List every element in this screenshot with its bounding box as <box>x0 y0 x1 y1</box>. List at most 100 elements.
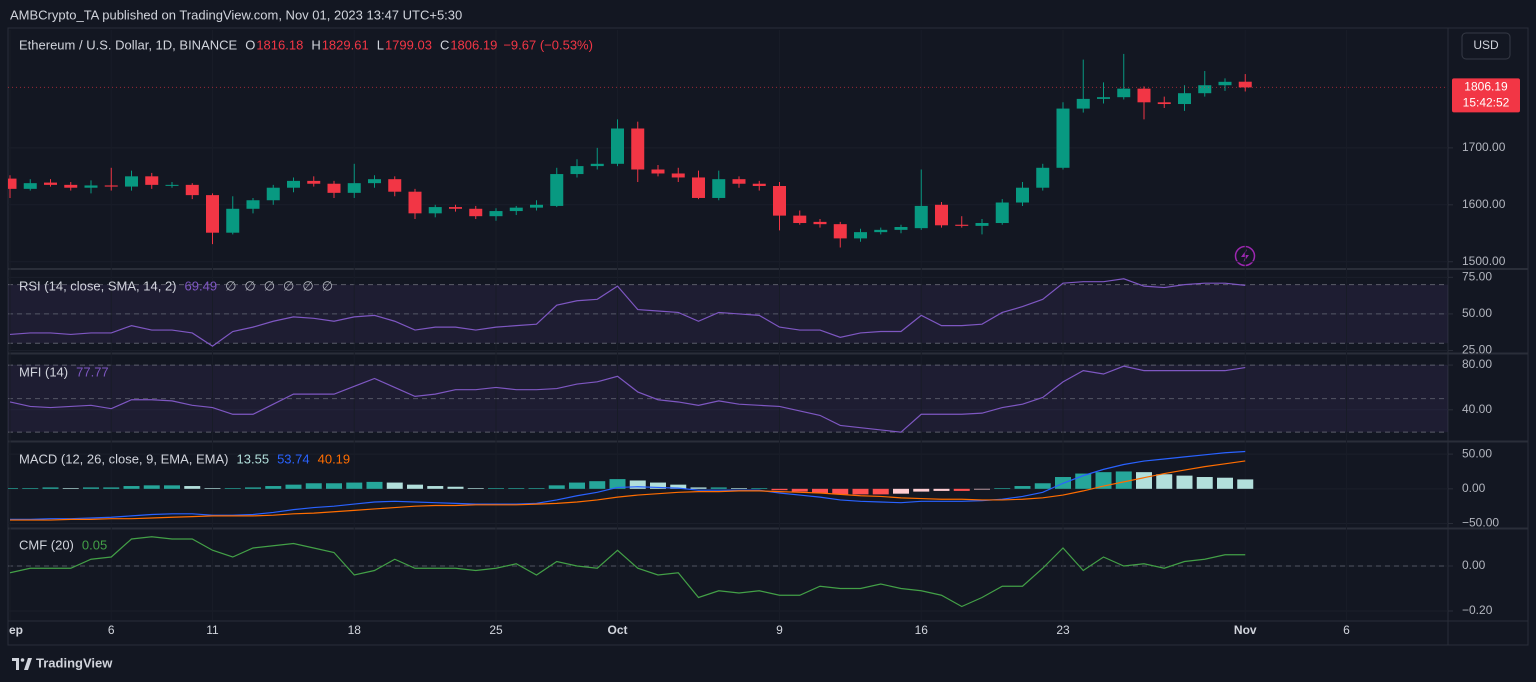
histogram-bar <box>589 481 606 489</box>
candle-body <box>469 208 483 217</box>
histogram-bar <box>1115 471 1132 489</box>
histogram-bar <box>164 485 180 489</box>
candle-body <box>692 177 705 198</box>
tradingview-logo <box>12 658 32 670</box>
histogram-bar <box>488 488 504 489</box>
ohlc-value: 1829.61 <box>322 37 369 52</box>
histogram-bar <box>366 481 383 489</box>
candle-body <box>206 195 219 233</box>
series-title: Ethereum / U.S. Dollar, 1D, BINANCE <box>19 37 238 52</box>
candle-body <box>854 232 867 239</box>
histogram-bar <box>245 487 261 489</box>
price-tag <box>1452 78 1520 113</box>
histogram-bar <box>143 485 160 489</box>
indicator-placeholder: ∅ <box>322 278 333 293</box>
indicator-value: 0.05 <box>82 537 107 552</box>
histogram-bar <box>953 488 970 491</box>
candle-body <box>590 163 604 167</box>
histogram-bar <box>1156 474 1173 489</box>
indicator-placeholder: ∅ <box>264 278 275 293</box>
candle-body <box>287 180 300 188</box>
histogram-bar <box>508 488 525 489</box>
indicator-value: 40.19 <box>318 451 351 466</box>
candle-body <box>712 179 726 198</box>
ohlc-value: 1806.19 <box>450 37 497 52</box>
histogram-bar <box>1237 479 1254 489</box>
histogram-bar <box>1014 486 1031 489</box>
histogram-bar <box>184 486 201 489</box>
candle-body <box>1157 102 1171 105</box>
histogram-bar <box>305 483 322 489</box>
histogram-bar <box>994 488 1011 489</box>
currency-label[interactable]: USD <box>1473 38 1499 52</box>
ohlc-key: L <box>377 37 384 52</box>
x-tick-label: Oct <box>607 623 627 637</box>
candle-body <box>1076 98 1090 109</box>
macd-line <box>10 450 1246 520</box>
candle-body <box>1056 108 1070 168</box>
histogram-bar <box>1136 472 1152 489</box>
footer-brand: TradingView <box>36 655 113 670</box>
candle-body <box>894 227 908 230</box>
change-value: −9.67 (−0.53%) <box>503 37 593 52</box>
candle-body <box>489 211 503 217</box>
candle-body <box>165 184 179 186</box>
x-tick-label: 6 <box>108 623 115 637</box>
histogram-bar <box>204 488 221 489</box>
candle-body <box>813 221 827 225</box>
y-tick-label: 80.00 <box>1462 357 1492 371</box>
indicator-title: RSI (14, close, SMA, 14, 2) <box>19 278 177 293</box>
indicator-placeholder: ∅ <box>302 278 313 293</box>
histogram-bar <box>265 486 282 489</box>
y-tick-label: 1500.00 <box>1462 254 1506 268</box>
macd-line <box>10 460 1246 521</box>
candle-body <box>266 187 280 201</box>
x-tick-label: 6 <box>1343 623 1350 637</box>
histogram-bar <box>103 487 120 489</box>
publish-header: AMBCrypto_TA published on TradingView.co… <box>10 7 462 22</box>
histogram-bar <box>629 480 646 489</box>
histogram-bar <box>467 488 484 489</box>
candle-body <box>995 202 1009 224</box>
histogram-bar <box>650 482 666 489</box>
y-tick-label: 50.00 <box>1462 446 1492 460</box>
candle-body <box>773 186 786 216</box>
histogram-bar <box>933 488 950 491</box>
ohlc-value: 1816.18 <box>256 37 303 52</box>
y-tick-label: 75.00 <box>1462 269 1492 283</box>
candle-body <box>347 183 361 193</box>
indicator-title: CMF (20) <box>19 537 74 552</box>
histogram-bar <box>1217 477 1233 489</box>
histogram-bar <box>771 488 788 491</box>
candle-body <box>23 183 37 189</box>
candle-body <box>975 223 989 226</box>
currency-button[interactable] <box>1461 32 1511 60</box>
histogram-bar <box>22 488 39 489</box>
candle-body <box>246 200 260 209</box>
x-tick-label: 25 <box>489 623 503 637</box>
histogram-bar <box>386 482 403 489</box>
histogram-bar <box>346 482 363 489</box>
candle-body <box>530 204 543 208</box>
histogram-bar <box>407 484 423 489</box>
histogram-bar <box>974 488 990 490</box>
histogram-bar <box>62 488 79 489</box>
histogram-bar <box>832 488 849 495</box>
histogram-bar <box>609 479 626 489</box>
candle-body <box>1218 81 1232 86</box>
candle-body <box>449 207 462 209</box>
candle-body <box>1016 187 1029 203</box>
indicator-line <box>9 536 1246 608</box>
histogram-bar <box>913 488 930 492</box>
candle-body <box>631 128 645 170</box>
histogram-bar <box>8 488 18 489</box>
x-tick-label: 11 <box>206 623 219 637</box>
histogram-bar <box>812 488 828 493</box>
candle-body <box>550 174 564 206</box>
indicator-placeholder: ∅ <box>244 278 255 293</box>
histogram-bar <box>285 484 302 489</box>
candle-body <box>1137 88 1151 103</box>
candle-body <box>833 224 847 239</box>
candle-body <box>8 178 17 189</box>
